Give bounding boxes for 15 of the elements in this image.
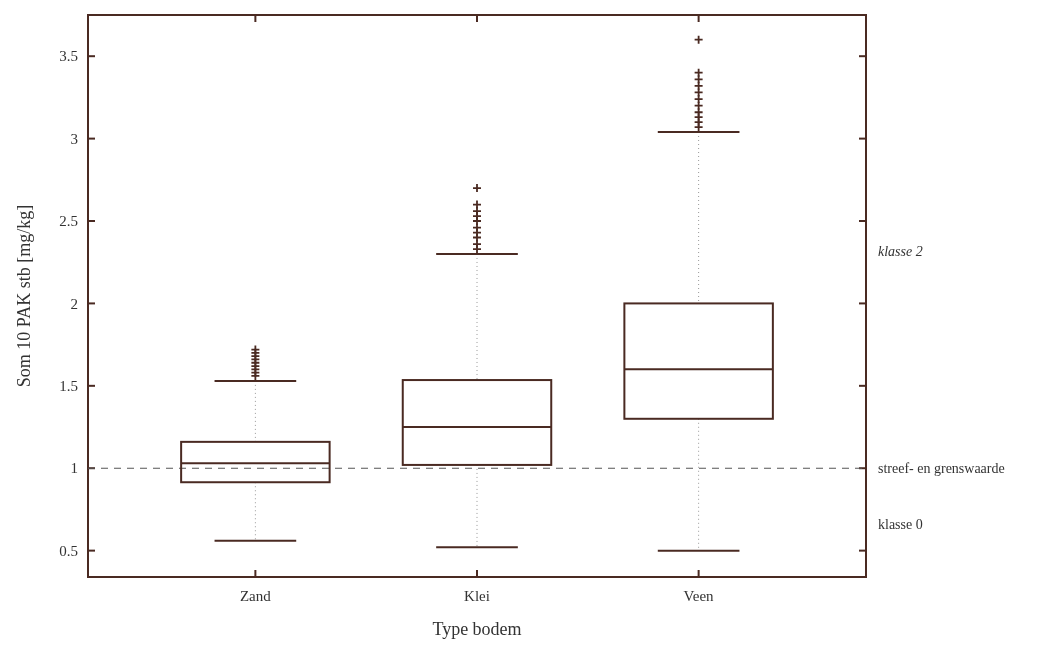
x-tick-label: Zand [239,588,272,604]
x-tick-label: Veen [683,588,715,604]
y-tick-label: 1.5 [59,378,78,395]
x-tick-label: Klei [464,588,490,604]
x-axis-title: Type bodem [432,619,522,639]
y-tick-label: 0.5 [59,542,78,559]
y-tick-label: 3 [70,130,78,147]
y-tick-label: 3.5 [59,48,78,65]
y-tick-label: 2.5 [59,213,78,230]
ref-line-label: streef- en grenswaarde [878,461,1005,477]
y-axis-title: Som 10 PAK stb [mg/kg] [14,204,34,388]
text: klasse 0 [878,516,923,532]
y-tick-label: 1 [70,460,78,477]
text: klasse 2 [878,243,923,259]
y-tick-label: 2 [70,295,78,312]
